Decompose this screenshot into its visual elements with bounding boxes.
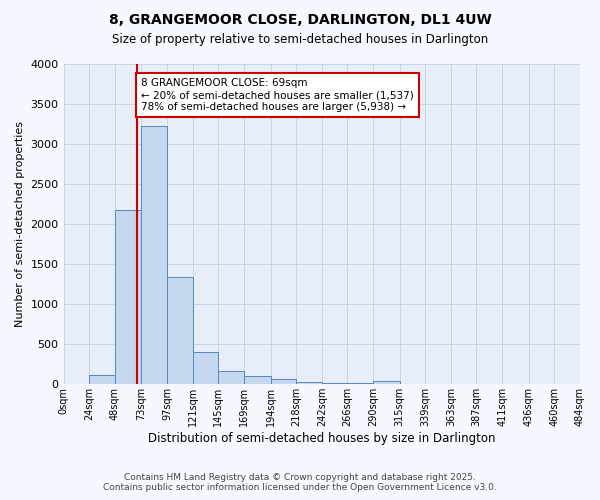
Bar xyxy=(244,376,271,384)
Text: Contains HM Land Registry data © Crown copyright and database right 2025.
Contai: Contains HM Land Registry data © Crown c… xyxy=(103,473,497,492)
Bar xyxy=(373,381,400,384)
Y-axis label: Number of semi-detached properties: Number of semi-detached properties xyxy=(15,121,25,327)
Text: Size of property relative to semi-detached houses in Darlington: Size of property relative to semi-detach… xyxy=(112,32,488,46)
Text: 8, GRANGEMOOR CLOSE, DARLINGTON, DL1 4UW: 8, GRANGEMOOR CLOSE, DARLINGTON, DL1 4UW xyxy=(109,12,491,26)
Bar xyxy=(296,382,322,384)
Bar xyxy=(89,374,115,384)
Bar xyxy=(322,382,347,384)
Bar xyxy=(271,380,296,384)
Bar xyxy=(218,372,244,384)
Bar xyxy=(193,352,218,384)
X-axis label: Distribution of semi-detached houses by size in Darlington: Distribution of semi-detached houses by … xyxy=(148,432,496,445)
Text: 8 GRANGEMOOR CLOSE: 69sqm
← 20% of semi-detached houses are smaller (1,537)
78% : 8 GRANGEMOOR CLOSE: 69sqm ← 20% of semi-… xyxy=(142,78,414,112)
Bar xyxy=(115,210,142,384)
Bar xyxy=(167,277,193,384)
Bar xyxy=(142,126,167,384)
